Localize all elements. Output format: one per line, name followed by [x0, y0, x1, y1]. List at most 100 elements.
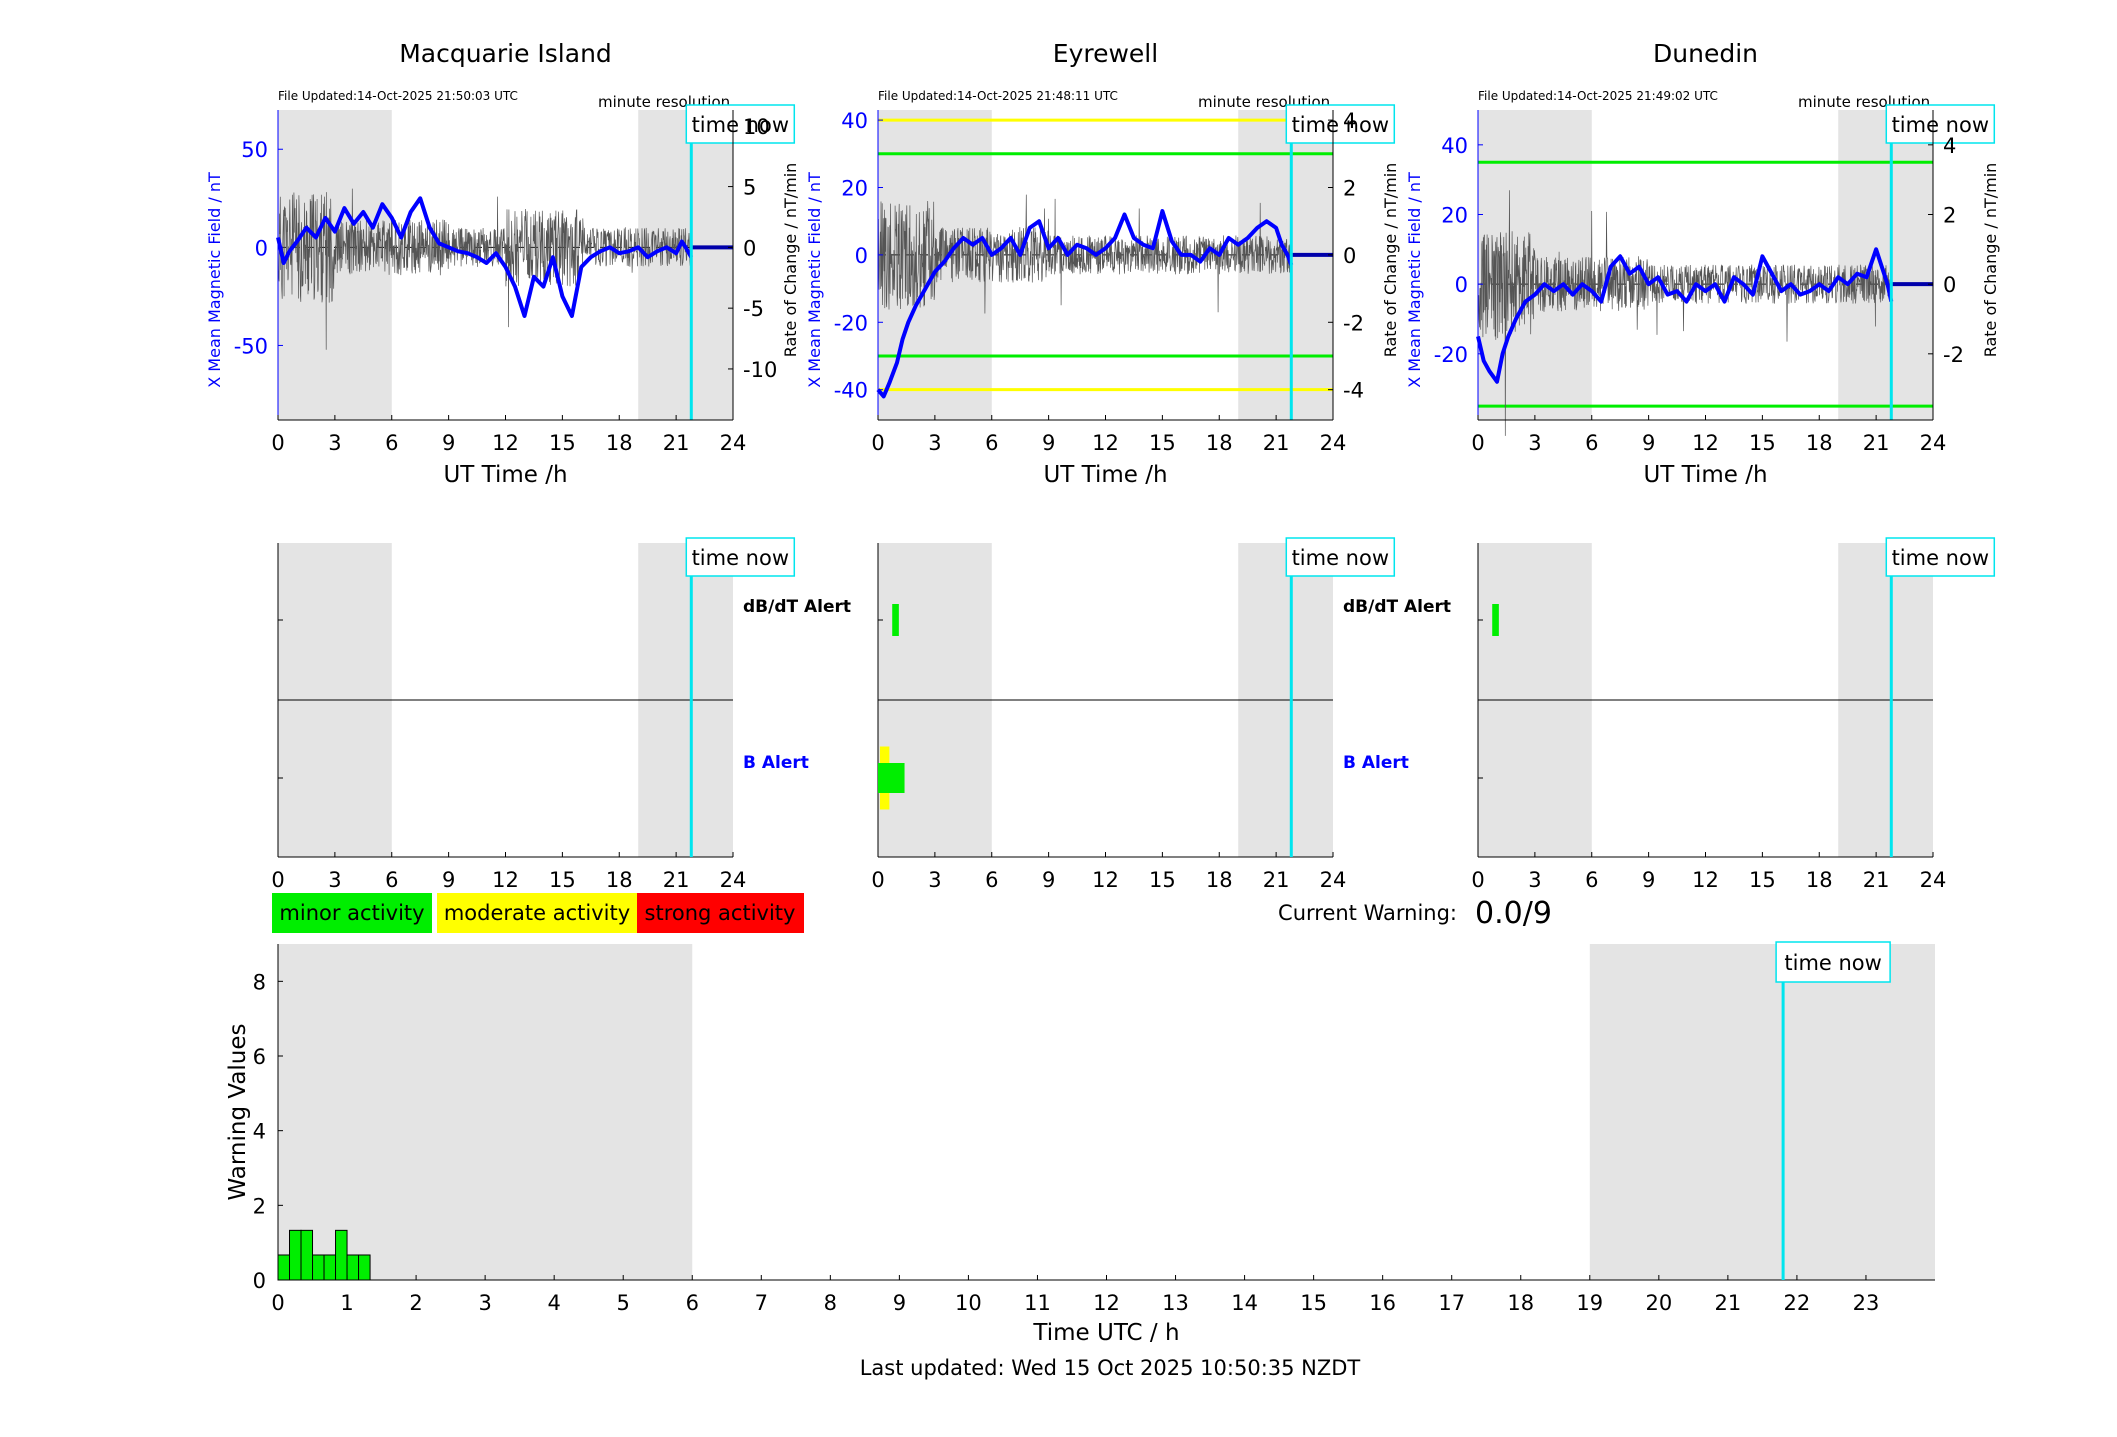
- y-axis-label-right: Rate of Change / nT/min: [1381, 163, 1400, 358]
- x-tick-label: 0: [871, 431, 884, 455]
- x-tick-label: 12: [1692, 868, 1719, 892]
- y-axis-label-right: Rate of Change / nT/min: [1981, 163, 2000, 358]
- x-tick-label: 11: [1024, 1291, 1051, 1315]
- y-tick-label-left: 0: [1455, 273, 1468, 297]
- night-shade: [1589, 944, 1935, 1280]
- x-tick-label: 18: [1507, 1291, 1534, 1315]
- x-tick-label: 6: [1585, 868, 1598, 892]
- dbdt-alert-label: dB/dT Alert: [743, 597, 851, 617]
- warning-bar: [346, 1254, 360, 1281]
- x-tick-label: 21: [1715, 1291, 1742, 1315]
- time-now-box: [1885, 104, 1996, 144]
- x-tick-label: 22: [1784, 1291, 1811, 1315]
- x-tick-label: 15: [549, 868, 576, 892]
- mean-field-series: [876, 209, 1294, 399]
- y-tick-label-left: -50: [234, 334, 268, 358]
- x-tick-label: 1: [340, 1291, 353, 1315]
- alert-bar-green: [1492, 604, 1499, 636]
- legend-moderate-label: moderate activity: [444, 901, 630, 925]
- y-tick-label: 2: [253, 1194, 266, 1218]
- x-tick-label: 9: [893, 1291, 906, 1315]
- y-tick-label: 4: [253, 1120, 266, 1144]
- y-tick-label-left: -20: [1434, 343, 1468, 367]
- x-tick-label: 20: [1645, 1291, 1672, 1315]
- x-tick-label: 3: [928, 868, 941, 892]
- y-tick-label-right: 2: [1343, 177, 1356, 201]
- x-tick-label: 9: [442, 868, 455, 892]
- x-tick-label: 3: [328, 431, 341, 455]
- x-tick-label: 0: [271, 1291, 284, 1315]
- y-tick-label-right: 0: [1943, 273, 1956, 297]
- x-tick-label: 8: [824, 1291, 837, 1315]
- station-title: Eyrewell: [1053, 39, 1158, 68]
- y-tick-label-right: 4: [1343, 109, 1356, 133]
- warning-bar: [312, 1254, 325, 1281]
- x-tick-label: 12: [492, 431, 519, 455]
- x-tick-label: 24: [1320, 431, 1347, 455]
- x-tick-label: 10: [955, 1291, 982, 1315]
- x-tick-label: 6: [385, 868, 398, 892]
- x-tick-label: 14: [1231, 1291, 1258, 1315]
- time-now-label: time now: [692, 546, 789, 570]
- legend-strong-label: strong activity: [645, 901, 796, 925]
- x-tick-label: 6: [985, 868, 998, 892]
- y-tick-label: 8: [253, 970, 266, 994]
- y-tick-label-right: 5: [743, 176, 756, 200]
- x-tick-label: 21: [1863, 868, 1890, 892]
- x-tick-label: 18: [1206, 431, 1233, 455]
- x-tick-label: 24: [1920, 431, 1947, 455]
- station-panel-eyrewell: Eyrewell File Updated:14-Oct-2025 21:48:1…: [805, 39, 1400, 488]
- night-shade: [1838, 110, 1933, 420]
- x-tick-label: 9: [1042, 868, 1055, 892]
- y-tick-label-right: 4: [1943, 134, 1956, 158]
- x-tick-label: 24: [720, 431, 747, 455]
- x-tick-label: 18: [1806, 868, 1833, 892]
- station-title: Macquarie Island: [399, 39, 612, 68]
- time-now-box: [685, 537, 796, 577]
- x-tick-label: 6: [985, 431, 998, 455]
- legend-minor-swatch: [272, 893, 432, 933]
- x-tick-label: 3: [928, 431, 941, 455]
- y-tick-label-right: 0: [1343, 244, 1356, 268]
- current-warning-label: Current Warning:: [1278, 901, 1457, 925]
- x-tick-label: 15: [1300, 1291, 1327, 1315]
- mean-field-series: [276, 196, 694, 318]
- time-now-box: [1285, 104, 1396, 144]
- y-tick-label-left: -40: [834, 379, 868, 403]
- x-tick-label: 9: [442, 431, 455, 455]
- x-tick-label: 6: [686, 1291, 699, 1315]
- footer-last-updated: Last updated: Wed 15 Oct 2025 10:50:35 N…: [860, 1356, 1361, 1380]
- x-tick-label: 6: [1585, 431, 1598, 455]
- night-shade: [638, 110, 733, 420]
- x-tick-label: 24: [1320, 868, 1347, 892]
- night-shade: [278, 944, 693, 1280]
- legend-strong-swatch: [637, 893, 804, 933]
- station-panel-macquarie: Macquarie Island File Updated:14-Oct-2025…: [205, 39, 800, 488]
- y-axis-label-left: X Mean Magnetic Field / nT: [1405, 172, 1424, 388]
- y-axis-label-left: X Mean Magnetic Field / nT: [205, 172, 224, 388]
- x-tick-label: 18: [1206, 868, 1233, 892]
- warning-values-chart: 0 1 2 3 4 5 6 7 8 9 10 11 12 13 14 15 16 17 18 19 20 21 22 2386…: [225, 941, 1935, 1346]
- x-tick-label: 7: [755, 1291, 768, 1315]
- legend-minor-label: minor activity: [279, 901, 424, 925]
- x-tick-label: 3: [1528, 431, 1541, 455]
- x-tick-label: 12: [1092, 868, 1119, 892]
- y-tick-label-left: 40: [841, 109, 868, 133]
- alert-panel-macquarie: 0 3 6 9 12 15 18 21 24 time now dB/dT Alert B Alert: [271, 537, 851, 892]
- file-updated-text: File Updated:14-Oct-2025 21:50:03 UTC: [278, 89, 518, 103]
- x-tick-label: 4: [547, 1291, 560, 1315]
- x-tick-label: 3: [1528, 868, 1541, 892]
- y-tick-label: 0: [253, 1269, 266, 1293]
- x-axis-label: UT Time /h: [443, 462, 567, 488]
- y-axis-label-right: Rate of Change / nT/min: [781, 163, 800, 358]
- warning-bar: [300, 1229, 314, 1281]
- x-tick-label: 6: [385, 431, 398, 455]
- x-axis-label: Time UTC / h: [1032, 1320, 1179, 1346]
- y-tick-label-left: 20: [841, 177, 868, 201]
- x-tick-label: 16: [1369, 1291, 1396, 1315]
- y-tick-label-right: 10: [743, 115, 770, 139]
- time-now-label: time now: [1292, 113, 1389, 137]
- alert-panel-eyrewell: 0 3 6 9 12 15 18 21 24 time now dB/dT Alert B Alert: [871, 537, 1451, 892]
- warning-bar: [358, 1254, 371, 1281]
- x-tick-label: 0: [871, 868, 884, 892]
